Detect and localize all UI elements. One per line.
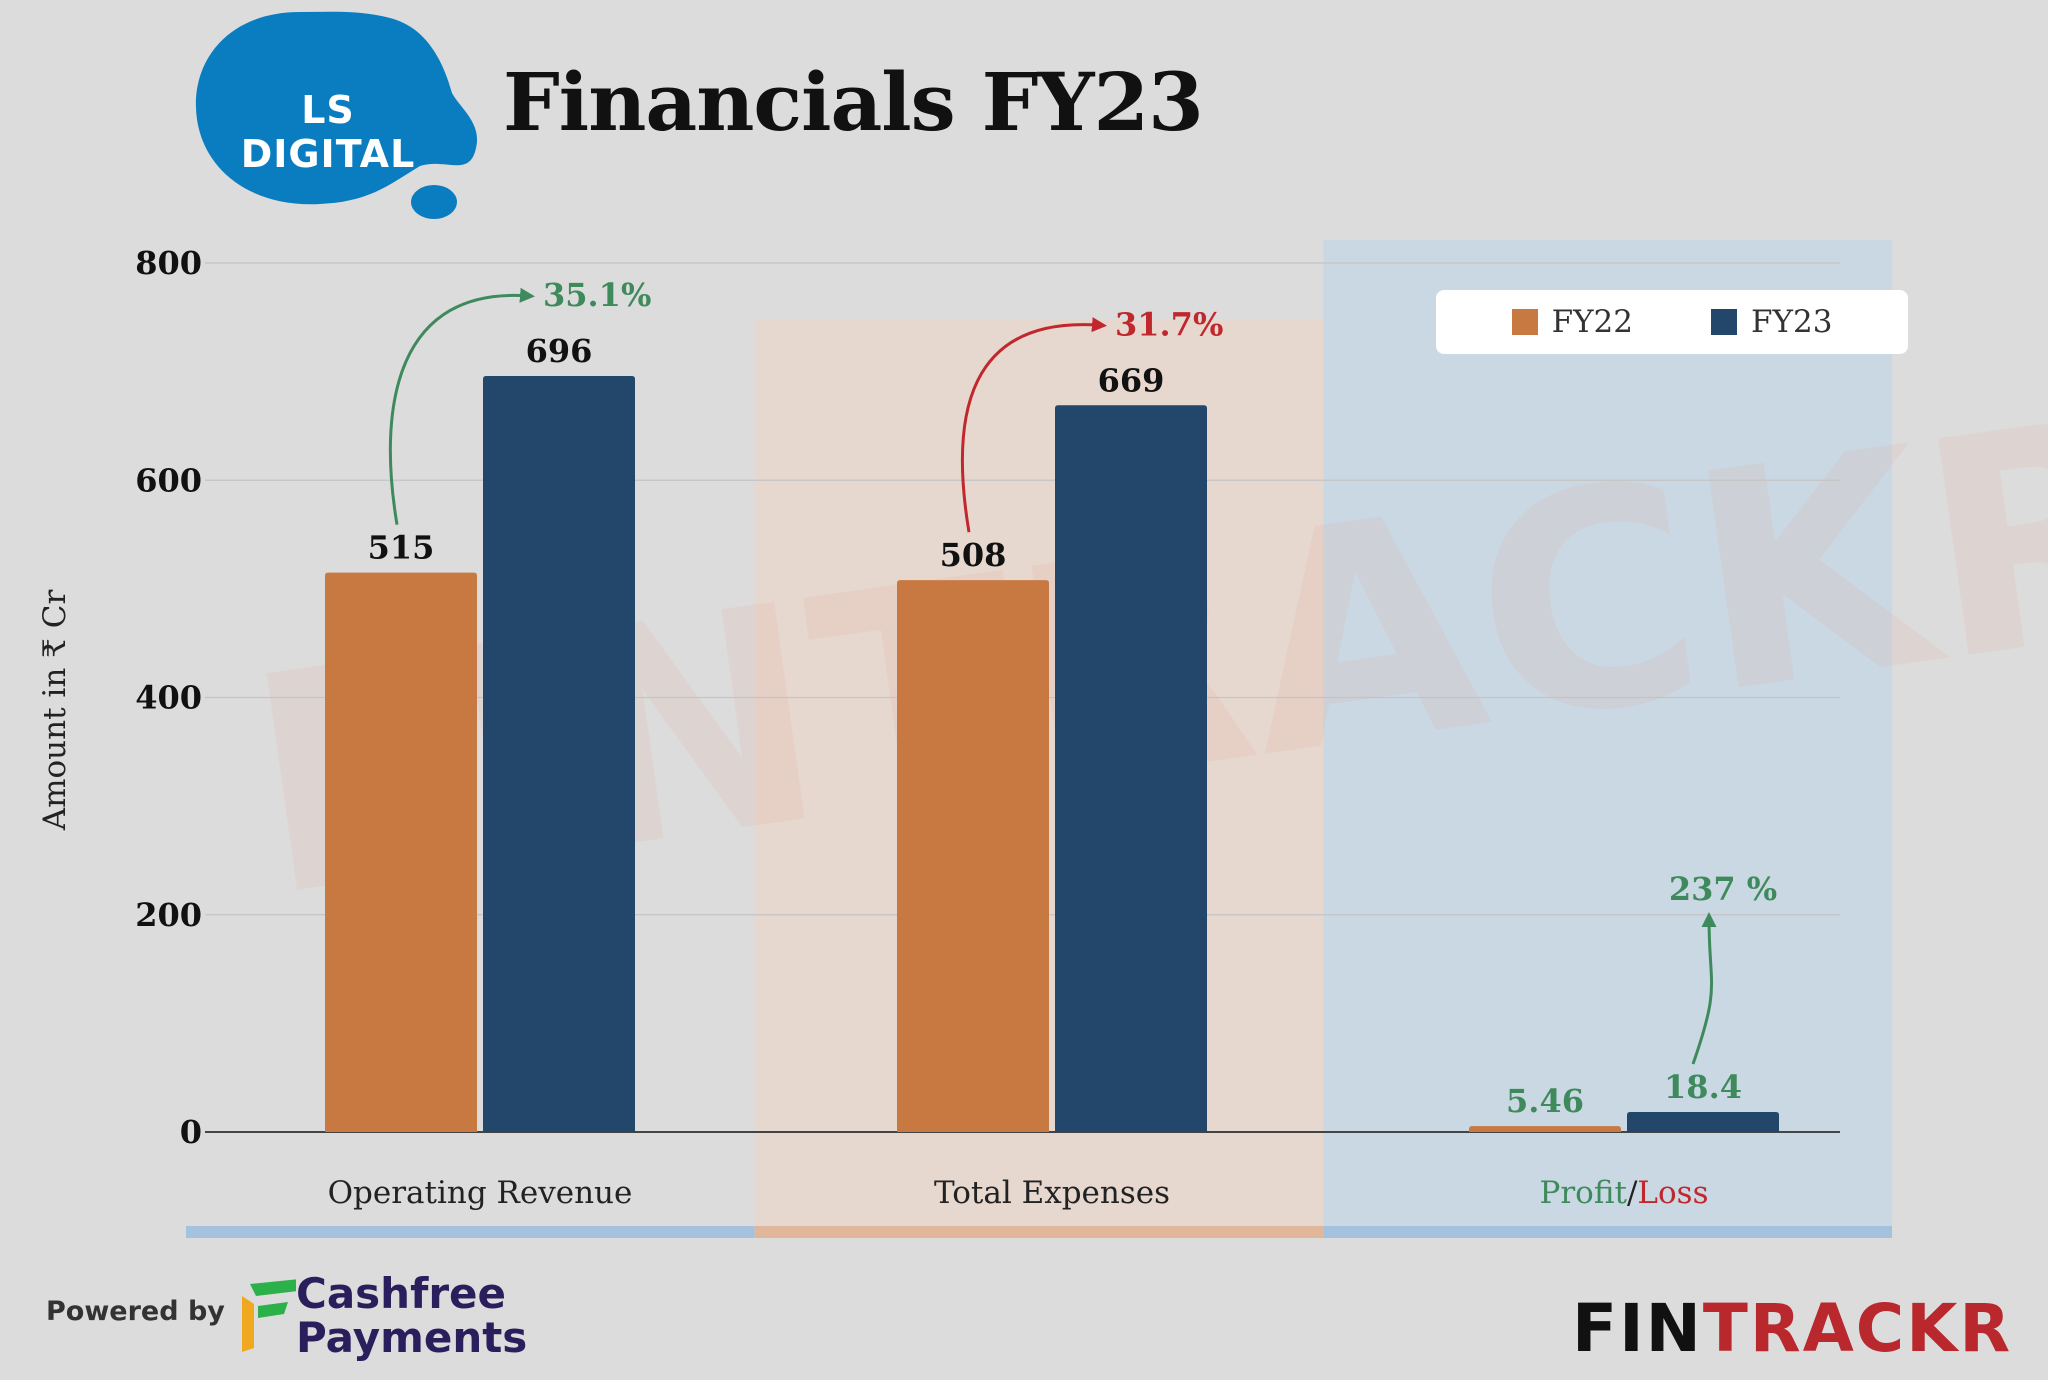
y-tick-400: 400 bbox=[135, 679, 202, 717]
y-tick-0: 0 bbox=[180, 1113, 202, 1151]
x-tick-label-0: Operating Revenue bbox=[328, 1175, 633, 1211]
y-axis-label: Amount in ₹ Cr bbox=[37, 589, 73, 831]
fintrackr-logo-part1: FIN bbox=[1572, 1290, 1703, 1367]
cashfree-line1: Cashfree bbox=[296, 1269, 507, 1318]
logo-text: LS DIGITAL bbox=[240, 88, 416, 176]
powered-by-label: Powered by bbox=[46, 1296, 225, 1327]
bar-fy22-2 bbox=[1469, 1126, 1621, 1132]
value-label-fy23-2: 18.4 bbox=[1664, 1068, 1742, 1106]
bar-fy23-2 bbox=[1627, 1112, 1779, 1132]
x-tick-label-1: Total Expenses bbox=[934, 1175, 1170, 1211]
growth-arrow-1 bbox=[960, 317, 1107, 533]
fintrackr-logo-part2: TRACKR bbox=[1702, 1290, 2013, 1367]
legend-label-fy23: FY23 bbox=[1751, 304, 1833, 340]
growth-arrow-2 bbox=[1691, 912, 1717, 1065]
cashfree-logo: Cashfree Payments bbox=[236, 1272, 546, 1360]
bar-fy22-1 bbox=[897, 580, 1049, 1132]
growth-label-1: 31.7% bbox=[1115, 305, 1223, 343]
category-background-2 bbox=[1323, 240, 1892, 1228]
legend-swatch-fy22 bbox=[1511, 309, 1538, 335]
value-label-fy23-0: 696 bbox=[526, 332, 593, 370]
legend-item-fy22: FY22 bbox=[1511, 304, 1633, 340]
value-label-fy22-0: 515 bbox=[368, 529, 435, 567]
growth-label-0: 35.1% bbox=[543, 276, 651, 314]
y-tick-200: 200 bbox=[135, 896, 202, 934]
fintrackr-logo: FINTRACKR bbox=[1572, 1290, 2012, 1367]
legend-label-fy22: FY22 bbox=[1551, 304, 1633, 340]
cashfree-mark-icon bbox=[242, 1278, 310, 1352]
x-tick-label-part-2-2: Loss bbox=[1637, 1175, 1708, 1211]
bar-fy23-0 bbox=[483, 375, 635, 1133]
legend-swatch-fy23 bbox=[1711, 309, 1737, 335]
category-underline-1 bbox=[754, 1226, 1324, 1238]
value-label-fy22-2: 5.46 bbox=[1506, 1082, 1584, 1120]
x-tick-label-part-2-0: Profit bbox=[1539, 1175, 1627, 1211]
x-tick-label-part-0-0: Operating Revenue bbox=[328, 1175, 633, 1211]
x-tick-label-part-2-1: / bbox=[1627, 1175, 1638, 1211]
x-tick-label-part-1-0: Total Expenses bbox=[934, 1175, 1170, 1211]
growth-arrow-0 bbox=[388, 287, 535, 525]
value-label-fy22-1: 508 bbox=[940, 536, 1007, 574]
legend-item-fy23: FY23 bbox=[1711, 304, 1832, 340]
page-title: Financials FY23 bbox=[503, 55, 1204, 149]
category-underline-2 bbox=[1323, 1226, 1892, 1238]
y-tick-600: 600 bbox=[135, 461, 202, 499]
value-label-fy23-1: 669 bbox=[1098, 361, 1165, 399]
ls-digital-logo: LS DIGITAL bbox=[190, 8, 490, 228]
logo-blob-icon bbox=[195, 11, 478, 219]
bar-fy22-0 bbox=[325, 572, 477, 1132]
growth-label-2: 237 % bbox=[1669, 870, 1777, 908]
chart-legend: FY22 FY23 bbox=[1436, 290, 1908, 354]
y-tick-800: 800 bbox=[135, 244, 202, 282]
category-underline-0 bbox=[186, 1226, 755, 1238]
bar-fy23-1 bbox=[1055, 405, 1207, 1133]
x-tick-label-2: Profit/Loss bbox=[1539, 1175, 1708, 1211]
cashfree-line2: Payments bbox=[296, 1313, 528, 1362]
